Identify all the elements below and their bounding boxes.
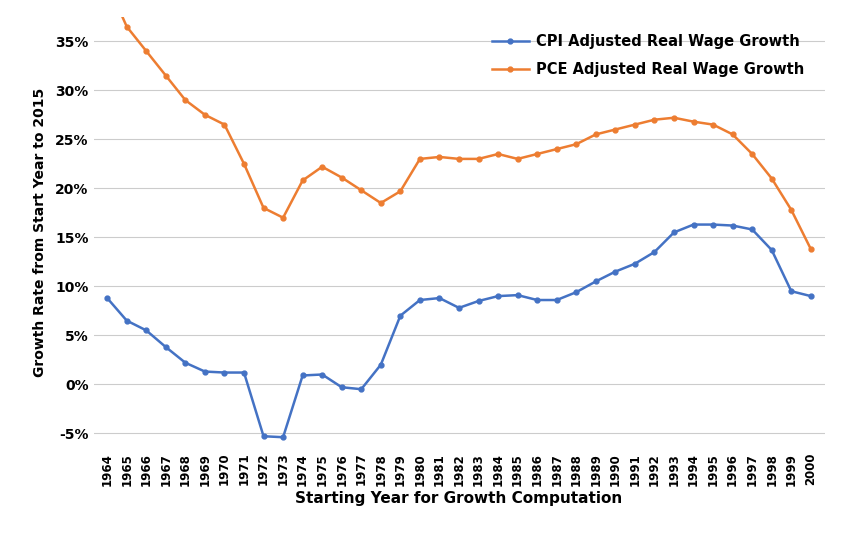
CPI Adjusted Real Wage Growth: [180, 360, 190, 366]
CPI Adjusted Real Wage Growth: [356, 386, 366, 393]
PCE Adjusted Real Wage Growth: [806, 246, 816, 253]
PCE Adjusted Real Wage Growth: [552, 146, 562, 152]
CPI Adjusted Real Wage Growth: [630, 260, 640, 267]
CPI Adjusted Real Wage Growth: [122, 318, 132, 324]
PCE Adjusted Real Wage Growth: [532, 151, 542, 157]
PCE Adjusted Real Wage Growth: [767, 175, 777, 182]
CPI Adjusted Real Wage Growth: [649, 249, 660, 255]
PCE Adjusted Real Wage Growth: [376, 200, 386, 207]
CPI Adjusted Real Wage Growth: [239, 369, 249, 376]
PCE Adjusted Real Wage Growth: [200, 111, 210, 118]
PCE Adjusted Real Wage Growth: [513, 156, 523, 162]
PCE Adjusted Real Wage Growth: [454, 156, 464, 162]
CPI Adjusted Real Wage Growth: [473, 298, 484, 305]
PCE Adjusted Real Wage Growth: [688, 118, 699, 125]
PCE Adjusted Real Wage Growth: [298, 177, 308, 184]
Legend: CPI Adjusted Real Wage Growth, PCE Adjusted Real Wage Growth: CPI Adjusted Real Wage Growth, PCE Adjus…: [486, 29, 810, 83]
PCE Adjusted Real Wage Growth: [786, 207, 796, 213]
PCE Adjusted Real Wage Growth: [317, 164, 327, 170]
CPI Adjusted Real Wage Growth: [454, 305, 464, 311]
PCE Adjusted Real Wage Growth: [591, 131, 601, 138]
PCE Adjusted Real Wage Growth: [728, 131, 738, 138]
X-axis label: Starting Year for Growth Computation: Starting Year for Growth Computation: [296, 491, 622, 506]
CPI Adjusted Real Wage Growth: [278, 434, 288, 441]
CPI Adjusted Real Wage Growth: [767, 247, 777, 254]
CPI Adjusted Real Wage Growth: [317, 371, 327, 378]
CPI Adjusted Real Wage Growth: [786, 288, 796, 295]
PCE Adjusted Real Wage Growth: [161, 72, 171, 79]
CPI Adjusted Real Wage Growth: [610, 268, 620, 275]
CPI Adjusted Real Wage Growth: [513, 292, 523, 298]
PCE Adjusted Real Wage Growth: [473, 156, 484, 162]
CPI Adjusted Real Wage Growth: [415, 297, 425, 304]
PCE Adjusted Real Wage Growth: [669, 114, 679, 121]
PCE Adjusted Real Wage Growth: [122, 24, 132, 30]
CPI Adjusted Real Wage Growth: [219, 369, 230, 376]
PCE Adjusted Real Wage Growth: [493, 151, 503, 157]
CPI Adjusted Real Wage Growth: [298, 372, 308, 379]
CPI Adjusted Real Wage Growth: [688, 221, 699, 228]
CPI Adjusted Real Wage Growth: [747, 226, 757, 233]
PCE Adjusted Real Wage Growth: [141, 48, 151, 54]
CPI Adjusted Real Wage Growth: [161, 344, 171, 351]
Y-axis label: Growth Rate from Start Year to 2015: Growth Rate from Start Year to 2015: [33, 88, 47, 377]
CPI Adjusted Real Wage Growth: [141, 327, 151, 334]
PCE Adjusted Real Wage Growth: [356, 187, 366, 194]
PCE Adjusted Real Wage Growth: [747, 151, 757, 157]
PCE Adjusted Real Wage Growth: [610, 126, 620, 133]
PCE Adjusted Real Wage Growth: [258, 204, 269, 211]
CPI Adjusted Real Wage Growth: [258, 433, 269, 440]
CPI Adjusted Real Wage Growth: [434, 295, 445, 301]
PCE Adjusted Real Wage Growth: [649, 116, 660, 123]
CPI Adjusted Real Wage Growth: [552, 297, 562, 304]
PCE Adjusted Real Wage Growth: [630, 122, 640, 128]
CPI Adjusted Real Wage Growth: [728, 222, 738, 229]
CPI Adjusted Real Wage Growth: [571, 289, 581, 296]
CPI Adjusted Real Wage Growth: [669, 229, 679, 236]
Line: PCE Adjusted Real Wage Growth: PCE Adjusted Real Wage Growth: [105, 0, 813, 251]
PCE Adjusted Real Wage Growth: [415, 156, 425, 162]
CPI Adjusted Real Wage Growth: [532, 297, 542, 304]
PCE Adjusted Real Wage Growth: [571, 141, 581, 148]
CPI Adjusted Real Wage Growth: [708, 221, 718, 228]
CPI Adjusted Real Wage Growth: [337, 384, 347, 391]
CPI Adjusted Real Wage Growth: [591, 278, 601, 285]
PCE Adjusted Real Wage Growth: [278, 214, 288, 221]
Line: CPI Adjusted Real Wage Growth: CPI Adjusted Real Wage Growth: [105, 222, 813, 440]
PCE Adjusted Real Wage Growth: [180, 97, 190, 104]
CPI Adjusted Real Wage Growth: [806, 293, 816, 300]
PCE Adjusted Real Wage Growth: [219, 122, 230, 128]
PCE Adjusted Real Wage Growth: [395, 188, 405, 195]
PCE Adjusted Real Wage Growth: [337, 174, 347, 181]
CPI Adjusted Real Wage Growth: [102, 295, 112, 301]
CPI Adjusted Real Wage Growth: [376, 361, 386, 368]
PCE Adjusted Real Wage Growth: [434, 153, 445, 160]
CPI Adjusted Real Wage Growth: [200, 368, 210, 375]
CPI Adjusted Real Wage Growth: [395, 312, 405, 319]
PCE Adjusted Real Wage Growth: [708, 122, 718, 128]
CPI Adjusted Real Wage Growth: [493, 293, 503, 300]
PCE Adjusted Real Wage Growth: [239, 161, 249, 167]
